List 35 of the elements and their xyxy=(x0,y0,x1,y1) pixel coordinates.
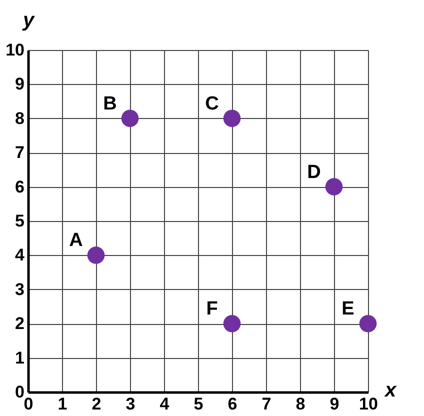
x-tick-label: 1 xyxy=(58,394,68,414)
y-tick-label: 4 xyxy=(15,246,26,265)
point xyxy=(359,314,377,332)
point xyxy=(121,110,139,128)
y-tick-label: 3 xyxy=(15,280,24,299)
annotation: A xyxy=(69,230,84,252)
y-axis-title: y xyxy=(22,10,35,32)
x-tick-label: 6 xyxy=(228,394,238,414)
point xyxy=(87,246,105,264)
y-tick-label: 6 xyxy=(15,177,24,196)
annotation: B xyxy=(103,93,117,114)
y-tick-label: 0 xyxy=(15,382,24,402)
x-tick-label: 10 xyxy=(359,394,378,414)
y-tick-label: 2 xyxy=(15,314,24,334)
point xyxy=(223,110,241,128)
x-tick-label: 8 xyxy=(296,394,306,414)
y-tick-label: 5 xyxy=(15,212,24,230)
y-tick-label: 8 xyxy=(15,108,24,128)
x-tick-label: 4 xyxy=(160,394,170,414)
y-tick-label: 9 xyxy=(15,74,24,94)
x-tick-label: 5 xyxy=(194,394,204,414)
x-tick-label: 2 xyxy=(92,394,102,414)
x-tick-label: 7 xyxy=(262,394,272,414)
x-tick-label: 3 xyxy=(126,394,136,414)
x-axis-title: x xyxy=(384,380,397,402)
y-tick-label: 7 xyxy=(15,143,24,162)
annotation: D xyxy=(307,162,321,183)
annotation: C xyxy=(205,93,220,114)
x-tick-label: 9 xyxy=(330,394,340,414)
point xyxy=(325,178,343,196)
point xyxy=(223,314,241,332)
annotation: E xyxy=(342,298,354,320)
y-tick-label: 1 xyxy=(15,348,24,368)
y-tick-label: 10 xyxy=(6,40,24,60)
annotation: F xyxy=(206,298,218,320)
